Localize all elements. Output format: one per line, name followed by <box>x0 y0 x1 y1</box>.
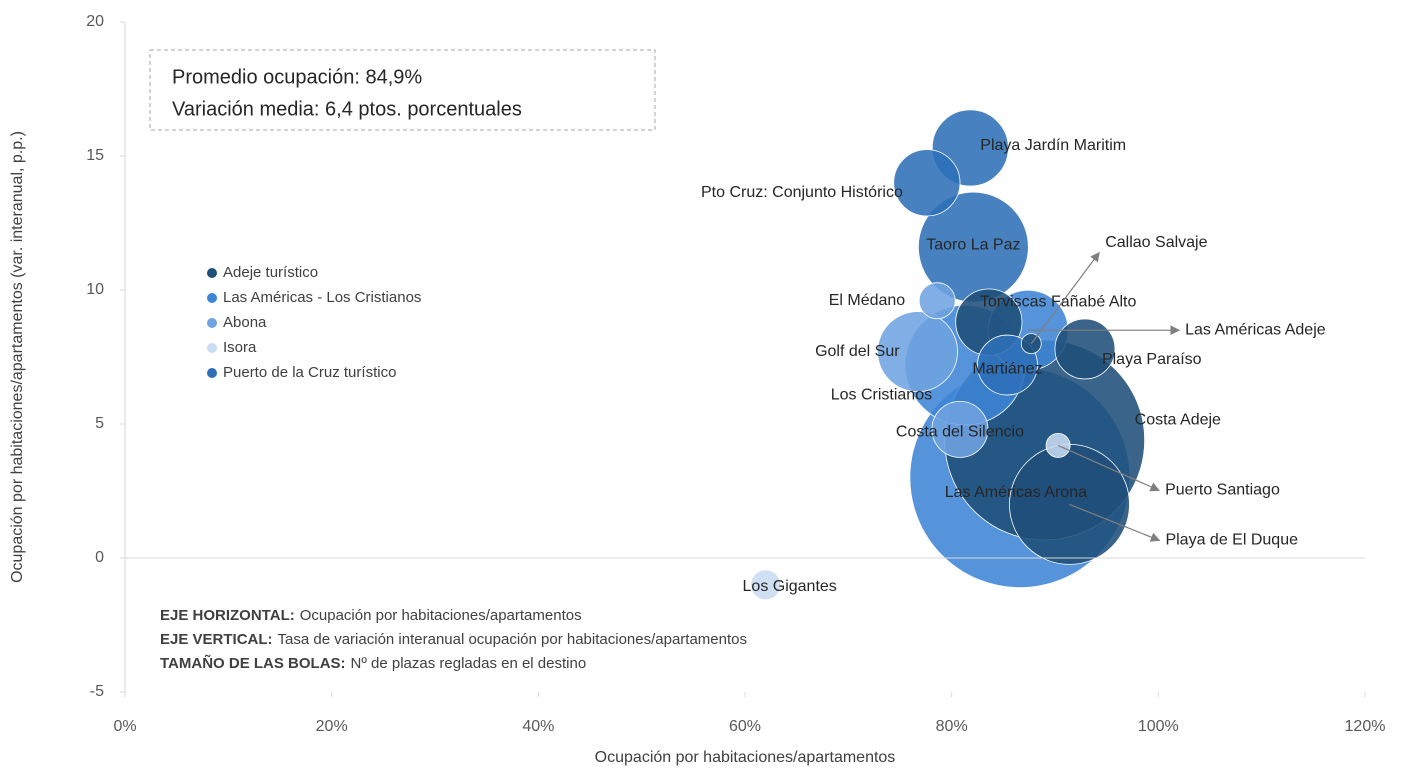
legend-swatch <box>207 268 217 278</box>
leader-arrow <box>1030 251 1100 344</box>
bubble <box>977 334 1038 396</box>
x-tick-label: 100% <box>1138 718 1179 735</box>
legend-label: Puerto de la Cruz turístico <box>223 364 396 381</box>
bubble-label: El Médano <box>829 292 906 309</box>
y-tick-label: 0 <box>95 549 104 566</box>
y-tick-label: 15 <box>86 147 104 164</box>
bubble-label: Las Américas Arona <box>945 484 1087 501</box>
bubble <box>918 282 956 320</box>
note-text: Tasa de variación interanual ocupación p… <box>278 631 747 648</box>
note-key: EJE HORIZONTAL: <box>160 607 295 624</box>
axis-note: EJE HORIZONTAL: Ocupación por habitacione… <box>160 607 582 624</box>
bubble-label: Torviscas Fañabé Alto <box>980 293 1137 310</box>
bubble <box>1045 432 1071 458</box>
bubble-label: Callao Salvaje <box>1105 234 1207 251</box>
bubble <box>1054 318 1116 380</box>
bubble-label: Pto Cruz: Conjunto Histórico <box>701 184 903 201</box>
bubble <box>877 311 958 393</box>
legend-label: Isora <box>223 339 257 356</box>
summary-line: Promedio ocupación: 84,9% <box>172 66 422 88</box>
x-tick-label: 120% <box>1345 718 1386 735</box>
y-tick-label: 20 <box>86 13 104 30</box>
y-tick-label: 5 <box>95 415 104 432</box>
bubble-label: Golf del Sur <box>815 343 900 360</box>
x-tick-label: 0% <box>113 718 136 735</box>
bubble-label: Las Américas Adeje <box>1185 321 1326 338</box>
bubble-label: Los Gigantes <box>743 578 837 595</box>
axis-note: TAMAÑO DE LAS BOLAS: Nº de plazas reglada… <box>160 654 586 672</box>
bubble <box>750 569 782 601</box>
legend-swatch <box>207 318 217 328</box>
bubble-label: Playa Jardín Maritim <box>980 137 1126 154</box>
bubble-label: Costa Adeje <box>1135 411 1221 428</box>
legend-label: Las Américas - Los Cristianos <box>223 289 421 306</box>
note-text: Nº de plazas regladas en el destino <box>351 655 587 672</box>
note-text: Ocupación por habitaciones/apartamentos <box>300 607 582 624</box>
y-tick-label: 10 <box>86 281 104 298</box>
bubble-label: Martiánez <box>972 360 1042 377</box>
bubble <box>893 149 961 217</box>
axis-note: EJE VERTICAL: Tasa de variación interanua… <box>160 631 747 648</box>
bubble-label: Taoro La Paz <box>926 236 1020 253</box>
leader-arrow <box>1069 503 1161 542</box>
x-tick-label: 80% <box>936 718 968 735</box>
bubble-label: Playa Paraíso <box>1102 351 1202 368</box>
y-tick-label: -5 <box>90 683 104 700</box>
bubble-label: Costa del Silencio <box>896 424 1024 441</box>
legend-swatch <box>207 293 217 303</box>
x-axis-title: Ocupación por habitaciones/apartamentos <box>595 749 896 766</box>
legend-swatch <box>207 343 217 353</box>
note-key: TAMAÑO DE LAS BOLAS: <box>160 654 346 672</box>
legend-label: Adeje turístico <box>223 264 318 281</box>
bubble-label: Los Cristianos <box>831 386 932 403</box>
bubble-label: Playa de El Duque <box>1165 532 1298 549</box>
summary-line: Variación media: 6,4 ptos. porcentuales <box>172 98 522 120</box>
bubble <box>931 400 989 458</box>
x-tick-label: 20% <box>316 718 348 735</box>
plot: Torviscas Fañabé Alto Playa Paraíso Costa … <box>701 109 1326 601</box>
leader-arrow <box>1057 444 1160 492</box>
legend-swatch <box>207 368 217 378</box>
bubble-label: Puerto Santiago <box>1165 482 1280 499</box>
x-tick-label: 40% <box>522 718 554 735</box>
summary-box <box>149 49 656 131</box>
legend-label: Abona <box>223 314 267 331</box>
y-axis-title: Ocupación por habitaciones/apartamentos … <box>9 131 26 583</box>
x-tick-label: 60% <box>729 718 761 735</box>
note-key: EJE VERTICAL: <box>160 631 273 648</box>
